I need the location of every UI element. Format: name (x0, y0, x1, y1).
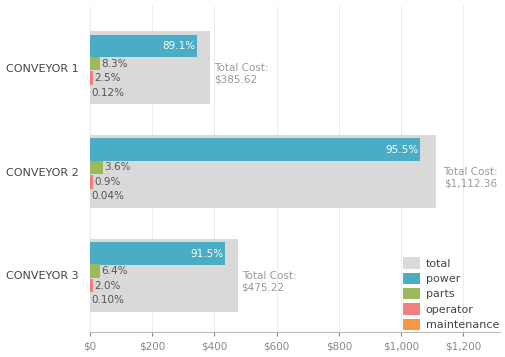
Text: 0.10%: 0.10% (91, 295, 124, 305)
Bar (90, 35, 196, 57)
Bar (90, 175, 93, 189)
Text: 6.4%: 6.4% (101, 266, 127, 276)
Bar (90, 242, 225, 265)
Text: 0.9%: 0.9% (94, 177, 121, 187)
Text: 0.12%: 0.12% (91, 88, 125, 98)
Text: 3.6%: 3.6% (104, 162, 130, 172)
Text: Total Cost:
$1,112.36: Total Cost: $1,112.36 (442, 167, 496, 188)
Text: Total Cost:
$385.62: Total Cost: $385.62 (213, 63, 268, 85)
Text: 2.0%: 2.0% (94, 281, 121, 291)
Bar (90, 31, 210, 104)
Text: 8.3%: 8.3% (102, 59, 128, 69)
Bar (90, 279, 93, 292)
Bar (90, 161, 103, 174)
Text: 89.1%: 89.1% (162, 41, 194, 51)
Bar (90, 57, 100, 70)
Bar (90, 135, 435, 208)
Bar (90, 239, 237, 312)
Bar (90, 265, 99, 278)
Text: 95.5%: 95.5% (385, 145, 418, 155)
Bar (90, 71, 93, 85)
Text: Total Cost:
$475.22: Total Cost: $475.22 (241, 271, 295, 292)
Legend: total, power, parts, operator, maintenance: total, power, parts, operator, maintenan… (402, 257, 498, 330)
Text: 2.5%: 2.5% (94, 73, 121, 83)
Text: 0.04%: 0.04% (91, 191, 124, 201)
Bar (90, 139, 420, 161)
Text: 91.5%: 91.5% (190, 248, 223, 258)
